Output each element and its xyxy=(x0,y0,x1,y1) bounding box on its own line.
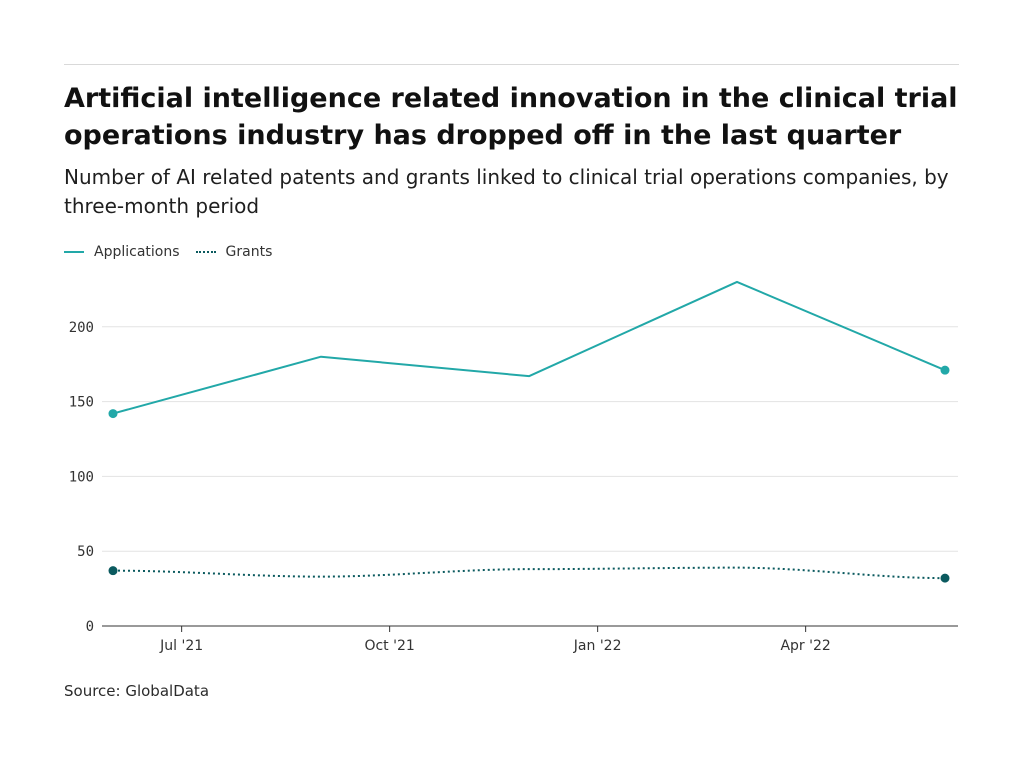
x-tick-label-3: Apr '22 xyxy=(780,638,830,654)
series-line-grants xyxy=(112,566,946,580)
y-tick-label-150: 150 xyxy=(69,395,94,411)
chart-title: Artificial intelligence related innovati… xyxy=(64,83,958,151)
x-tick-label-0: Jul '21 xyxy=(159,638,203,654)
top-rule xyxy=(64,64,959,65)
y-tick-label-0: 0 xyxy=(86,619,94,635)
legend-swatch-applications xyxy=(64,251,84,253)
series-point-grants-0 xyxy=(108,566,118,576)
y-tick-label-200: 200 xyxy=(69,320,94,336)
x-tick-label-1: Oct '21 xyxy=(364,638,414,654)
series-point-applications-0 xyxy=(108,409,118,419)
y-tick-label-50: 50 xyxy=(77,544,94,560)
legend-label-grants: Grants xyxy=(225,244,273,260)
legend-swatch-grants xyxy=(195,251,216,253)
legend-item-grants: Grants xyxy=(195,244,273,260)
series-line-applications xyxy=(112,280,946,415)
legend: Applications Grants xyxy=(64,242,288,262)
x-tick-label-2: Jan '22 xyxy=(573,638,622,654)
y-tick-label-100: 100 xyxy=(69,469,94,485)
chart-subtitle: Number of AI related patents and grants … xyxy=(64,165,949,218)
series-point-applications-4 xyxy=(940,365,950,375)
legend-item-applications: Applications xyxy=(64,244,180,260)
series-point-grants-4 xyxy=(940,573,950,583)
legend-label-applications: Applications xyxy=(94,244,180,260)
source-note: Source: GlobalData xyxy=(64,682,210,700)
